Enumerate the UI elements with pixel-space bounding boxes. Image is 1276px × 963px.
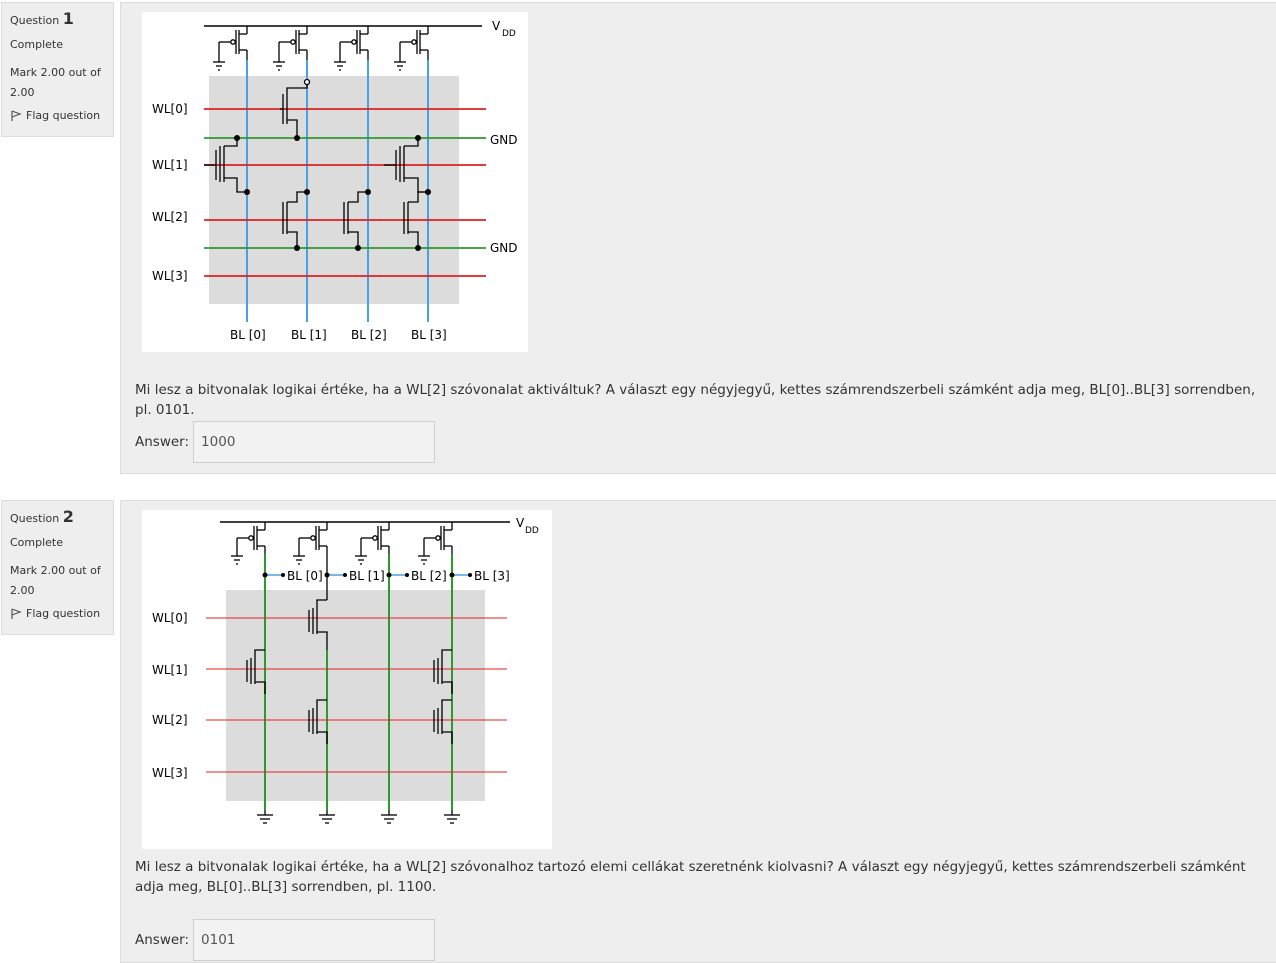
question-content-2: V DD xyxy=(120,500,1276,963)
answer-row: Answer: xyxy=(135,919,436,961)
svg-text:WL[2]: WL[2] xyxy=(152,713,188,727)
svg-text:BL [0]: BL [0] xyxy=(287,569,323,583)
rom-array-figure-2: V DD xyxy=(152,516,539,824)
question-grade: Mark 2.00 out of 2.00 xyxy=(10,564,101,597)
flag-question-button[interactable]: Flag question xyxy=(10,109,105,122)
circuit-diagram-1: V DD xyxy=(142,12,528,352)
question-text: Mi lesz a bitvonalak logikai értéke, ha … xyxy=(135,859,1246,895)
svg-text:DD: DD xyxy=(502,29,516,39)
svg-text:BL [1]: BL [1] xyxy=(291,328,327,342)
question-text: Mi lesz a bitvonalak logikai értéke, ha … xyxy=(135,382,1256,418)
svg-text:BL [2]: BL [2] xyxy=(351,328,387,342)
rom-array-figure-1: V DD xyxy=(152,19,518,342)
answer-label: Answer: xyxy=(135,932,190,948)
question-number: Question 1 xyxy=(10,9,74,28)
svg-text:V: V xyxy=(492,19,501,33)
svg-text:GND: GND xyxy=(490,241,518,255)
answer-label: Answer: xyxy=(135,434,190,450)
svg-text:WL[0]: WL[0] xyxy=(152,611,188,625)
svg-text:BL [0]: BL [0] xyxy=(230,328,266,342)
svg-text:DD: DD xyxy=(525,526,539,536)
question-grade: Mark 2.00 out of 2.00 xyxy=(10,66,101,99)
svg-text:BL [3]: BL [3] xyxy=(474,569,510,583)
svg-text:BL [3]: BL [3] xyxy=(411,328,447,342)
question-state: Complete xyxy=(10,536,64,549)
svg-text:BL [2]: BL [2] xyxy=(411,569,447,583)
svg-text:BL [1]: BL [1] xyxy=(349,569,385,583)
question-number: Question 2 xyxy=(10,507,74,526)
question-info-2: Question 2 Complete Mark 2.00 out of 2.0… xyxy=(1,500,114,635)
answer-input[interactable] xyxy=(193,919,436,961)
svg-text:WL[0]: WL[0] xyxy=(152,102,188,116)
answer-input[interactable] xyxy=(193,421,436,463)
flag-question-button[interactable]: Flag question xyxy=(10,607,105,620)
svg-text:WL[3]: WL[3] xyxy=(152,269,188,283)
svg-text:WL[1]: WL[1] xyxy=(152,663,188,677)
answer-row: Answer: xyxy=(135,421,436,463)
circuit-diagram-2: V DD xyxy=(142,510,552,849)
svg-text:WL[3]: WL[3] xyxy=(152,766,188,780)
question-state: Complete xyxy=(10,38,64,51)
flag-icon xyxy=(11,607,22,619)
svg-text:V: V xyxy=(516,516,525,530)
svg-text:WL[2]: WL[2] xyxy=(152,210,188,224)
question-info-1: Question 1 Complete Mark 2.00 out of 2.0… xyxy=(1,2,114,137)
question-content-1: V DD xyxy=(120,2,1276,474)
svg-text:WL[1]: WL[1] xyxy=(152,158,188,172)
flag-icon xyxy=(11,109,22,121)
svg-text:GND: GND xyxy=(490,133,518,147)
